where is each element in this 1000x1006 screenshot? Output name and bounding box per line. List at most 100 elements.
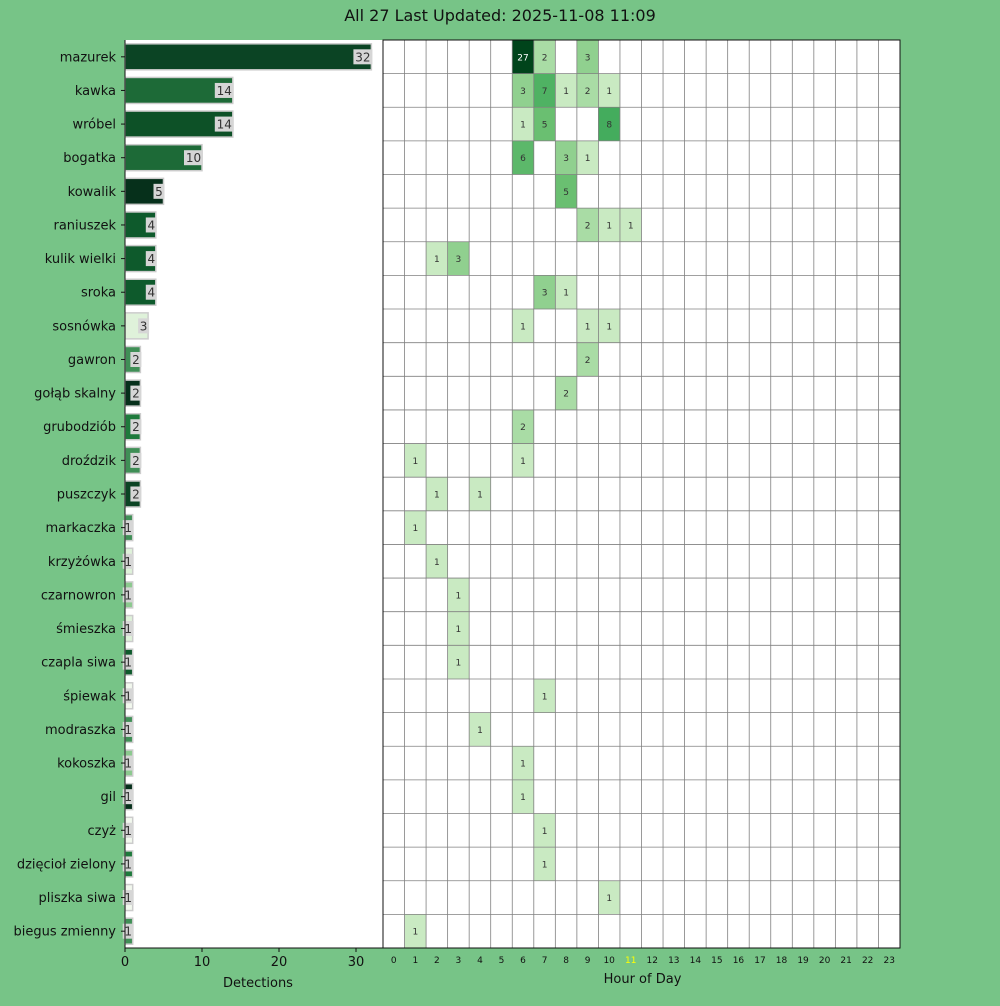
x-tick-label: 20 [819, 956, 831, 966]
heatmap-cell-label: 6 [520, 154, 526, 164]
heatmap-cell [555, 376, 577, 410]
data-label-background [122, 856, 134, 872]
data-label: 2 [132, 420, 140, 434]
data-label: 1 [124, 555, 132, 569]
y-tick-label: gołąb skalny [34, 387, 116, 402]
data-label: 1 [124, 588, 132, 602]
heatmap-cell-label: 1 [606, 221, 612, 231]
heatmap-cell-label: 2 [585, 221, 591, 231]
data-label: 2 [132, 353, 140, 367]
data-label-background [145, 284, 157, 300]
x-tick-label: 19 [797, 956, 809, 966]
x-tick-label: 22 [862, 956, 873, 966]
data-label: 1 [124, 790, 132, 804]
x-tick-label: 11 [625, 956, 636, 966]
bar-chart: 32mazurek14kawka14wróbel10bogatka5kowali… [13, 40, 383, 991]
data-label-background [145, 251, 157, 267]
y-tick-label: sroka [81, 286, 116, 301]
heatmap-cell [533, 40, 556, 74]
data-label-background [130, 419, 142, 435]
data-label-background [122, 688, 134, 704]
y-tick-label: bogatka [63, 151, 116, 166]
heatmap-cell [598, 107, 620, 141]
heatmap-cell-label: 1 [606, 87, 612, 97]
data-label: 1 [124, 824, 132, 838]
heatmap-cell [426, 544, 448, 579]
chart-title: All 27 Last Updated: 2025-11-08 11:09 [344, 6, 656, 25]
data-label: 1 [124, 622, 132, 636]
heatmap-cell [447, 611, 470, 646]
heatmap-cell [619, 208, 642, 242]
x-tick-label: 9 [585, 956, 591, 966]
data-label-background [214, 82, 234, 98]
heatmap-cell-label: 1 [585, 322, 591, 332]
y-tick-label: krzyżówka [48, 555, 116, 570]
heatmap-cell [512, 309, 534, 343]
heatmap-cell-label: 2 [563, 390, 569, 400]
heatmap-cell-label: 1 [456, 659, 462, 669]
y-tick-label: dzięcioł zielony [17, 857, 116, 872]
heatmap-cell-label: 1 [628, 221, 634, 231]
heatmap-cell [555, 275, 577, 310]
data-label-background [122, 755, 134, 771]
x-tick-label: 30 [348, 955, 365, 970]
y-tick-label: śmieszka [56, 622, 116, 637]
heatmap-cell [404, 914, 427, 948]
x-tick-label: 14 [690, 956, 702, 966]
x-tick-label: 21 [840, 956, 851, 966]
heatmap-cell [512, 107, 534, 141]
data-label: 1 [124, 857, 132, 871]
x-tick-label: 0 [121, 955, 129, 970]
data-label-background [122, 587, 134, 603]
data-label-background [122, 822, 134, 838]
data-label: 32 [355, 50, 370, 64]
heatmap-cell [555, 73, 577, 108]
x-tick-label: 20 [271, 955, 288, 970]
data-label: 1 [124, 521, 132, 535]
heatmap-cell [555, 140, 577, 175]
heatmap-cell [404, 443, 427, 478]
x-tick-label: 3 [456, 956, 462, 966]
bar-plot-area [125, 40, 383, 948]
y-tick-label: czarnowron [41, 588, 116, 603]
heatmap-cell-label: 1 [412, 524, 418, 534]
heatmap-cell-label: 27 [517, 53, 528, 63]
data-label: 2 [132, 488, 140, 502]
data-label: 5 [155, 185, 163, 199]
heatmap-cell [512, 409, 534, 444]
heatmap-cell-label: 1 [520, 457, 526, 467]
y-tick-label: grubodziób [43, 420, 116, 435]
heatmap-cell [533, 847, 556, 881]
data-label: 3 [140, 319, 148, 333]
heatmap-cell [533, 813, 556, 848]
heatmap-cell-label: 1 [456, 625, 462, 635]
data-label-background [138, 318, 150, 334]
heatmap-cell [533, 275, 556, 310]
heatmap-cell-label: 1 [563, 289, 569, 299]
x-tick-label: 6 [520, 956, 526, 966]
heatmap-cell [426, 477, 448, 511]
heatmap-cell [469, 477, 491, 511]
data-label: 2 [132, 387, 140, 401]
x-tick-label: 7 [542, 956, 548, 966]
data-label-background [153, 183, 165, 199]
heatmap-cell-label: 1 [606, 322, 612, 332]
data-label-background [122, 923, 134, 939]
x-tick-label: 17 [754, 956, 765, 966]
data-label: 4 [147, 252, 155, 266]
x-tick-label: 4 [477, 956, 483, 966]
heatmap-cell-label: 3 [520, 87, 526, 97]
heatmap-cell-label: 1 [434, 558, 440, 568]
y-tick-label: kowalik [68, 185, 117, 200]
heatmap-cell-label: 1 [412, 928, 418, 938]
data-label-background [122, 621, 134, 637]
heatmap-border [382, 39, 901, 949]
heatmap-cell [576, 208, 599, 242]
x-tick-label: 1 [412, 956, 418, 966]
bar [124, 43, 373, 71]
heatmap-cell [533, 678, 556, 713]
data-label-background [353, 49, 373, 65]
heatmap-cell [447, 241, 470, 276]
heatmap-cell [512, 140, 534, 175]
